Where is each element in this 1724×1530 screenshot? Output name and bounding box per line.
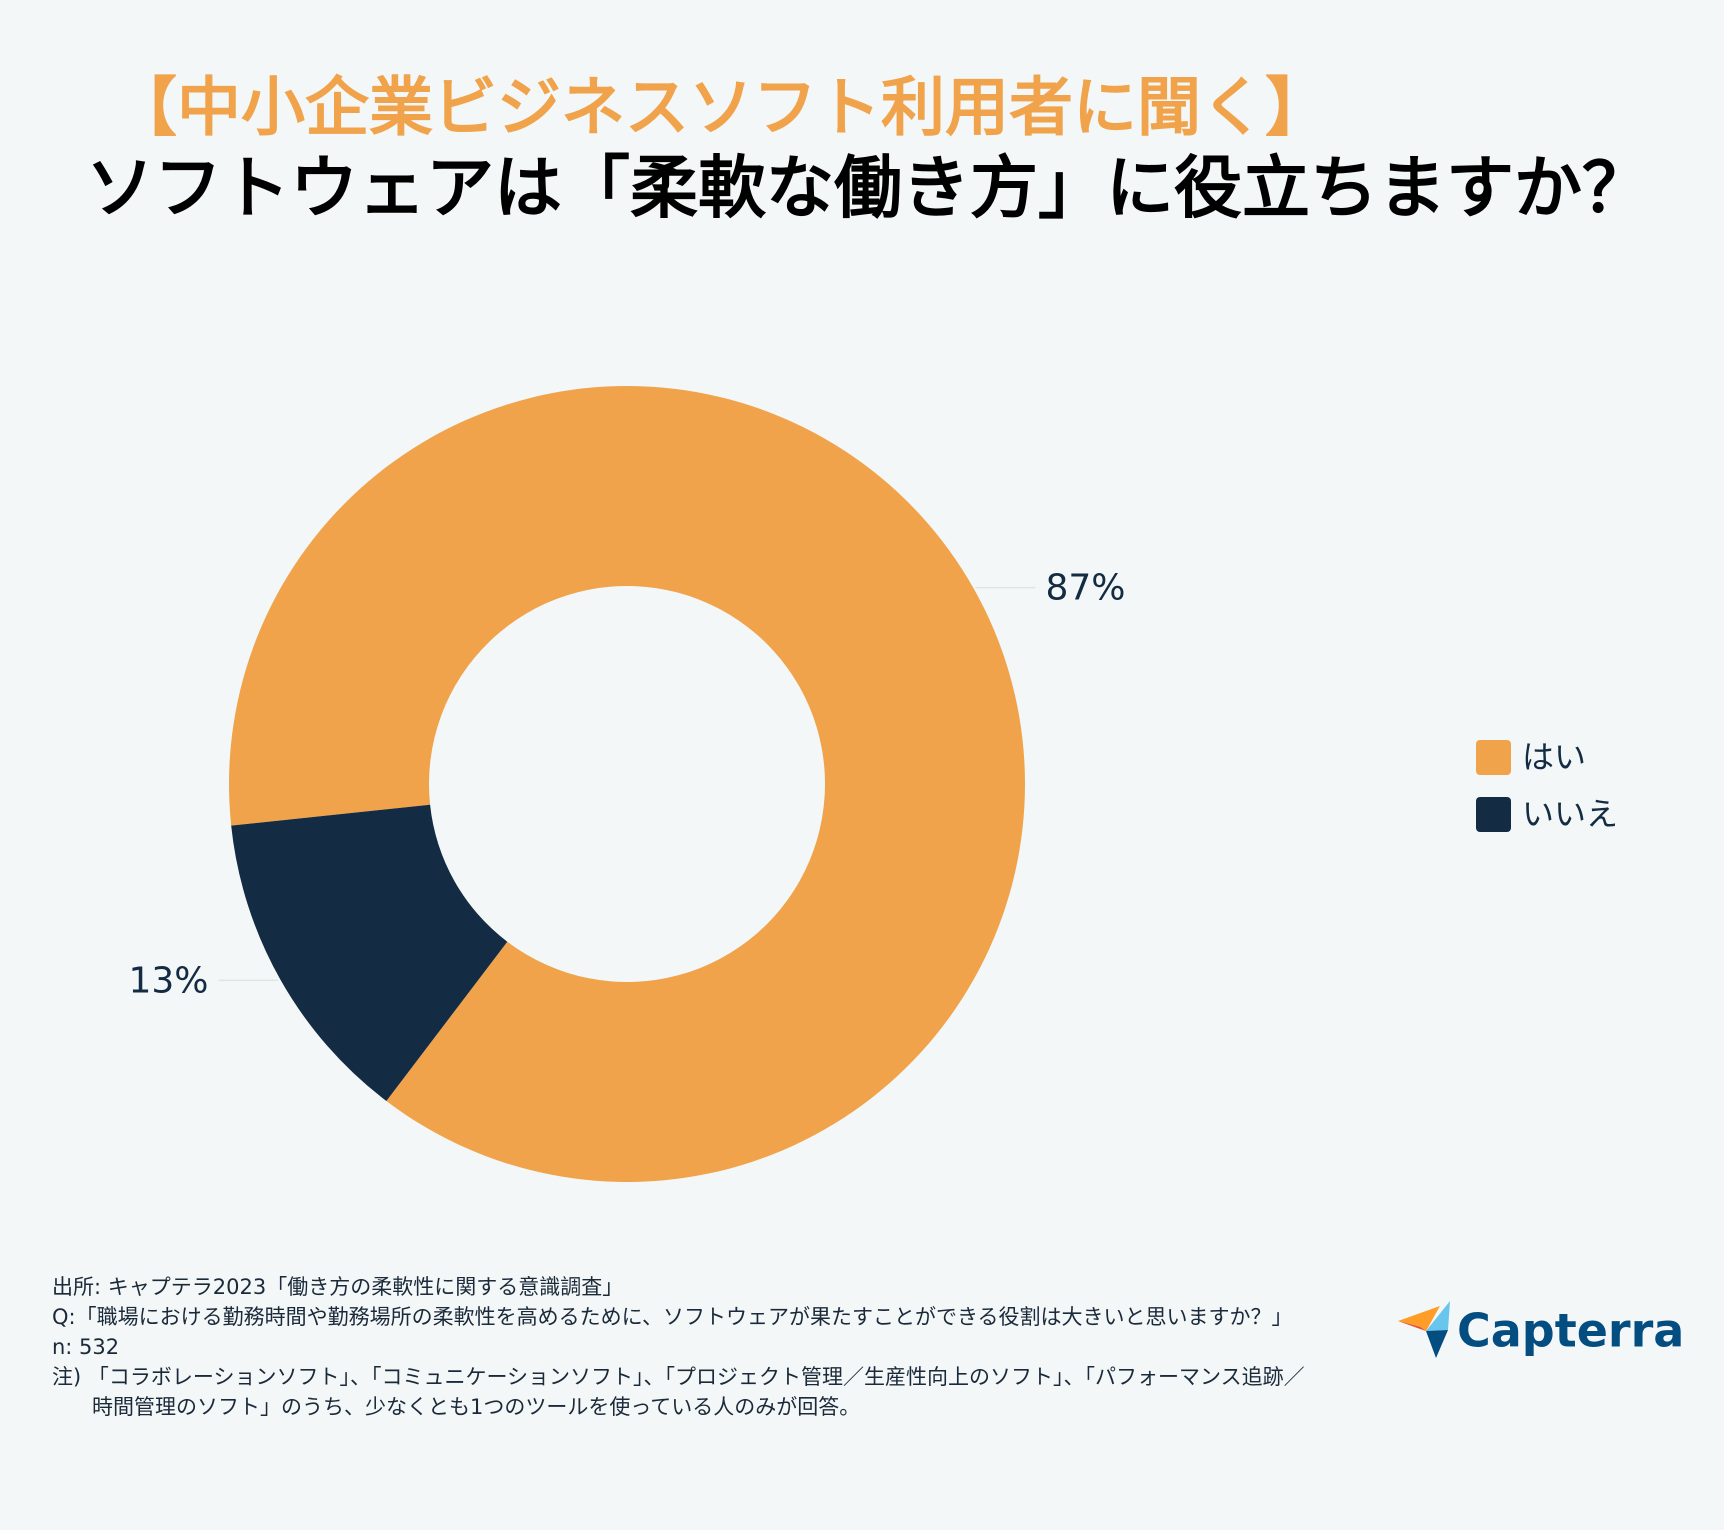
legend-label: いいえ [1522, 795, 1618, 833]
chart-subtitle: ソフトウェアは「柔軟な働き方」に役立ちますか？ [86, 150, 1650, 229]
footer: 出所: キャプテラ2023「働き方の柔軟性に関する意識調査」 Q:「職場における勤… [52, 1272, 1320, 1422]
logo-icon [1398, 1301, 1450, 1358]
chart-title: 【中小企業ビジネスソフト利用者に聞く】 [113, 72, 1329, 146]
footer-note: Q:「職場における勤務時間や勤務場所の柔軟性を高めるために、ソフトウェアが果たす… [52, 1305, 1293, 1329]
value-label: 13% [128, 960, 208, 1001]
legend-swatch [1476, 797, 1511, 832]
slice [228, 385, 1025, 1182]
footer-note: 注) 「コラボレーションソフト」、「コミュニケーションソフト」、「プロジェクト管… [52, 1365, 1305, 1419]
footer-note: n: 532 [52, 1335, 120, 1359]
value-label: 87% [1045, 568, 1125, 609]
legend-label: はい [1522, 738, 1586, 776]
logo-text: Capterra [1457, 1304, 1684, 1358]
footer-note: 出所: キャプテラ2023「働き方の柔軟性に関する意識調査」 [52, 1275, 624, 1299]
slice [231, 804, 508, 1102]
legend-swatch [1476, 740, 1511, 775]
